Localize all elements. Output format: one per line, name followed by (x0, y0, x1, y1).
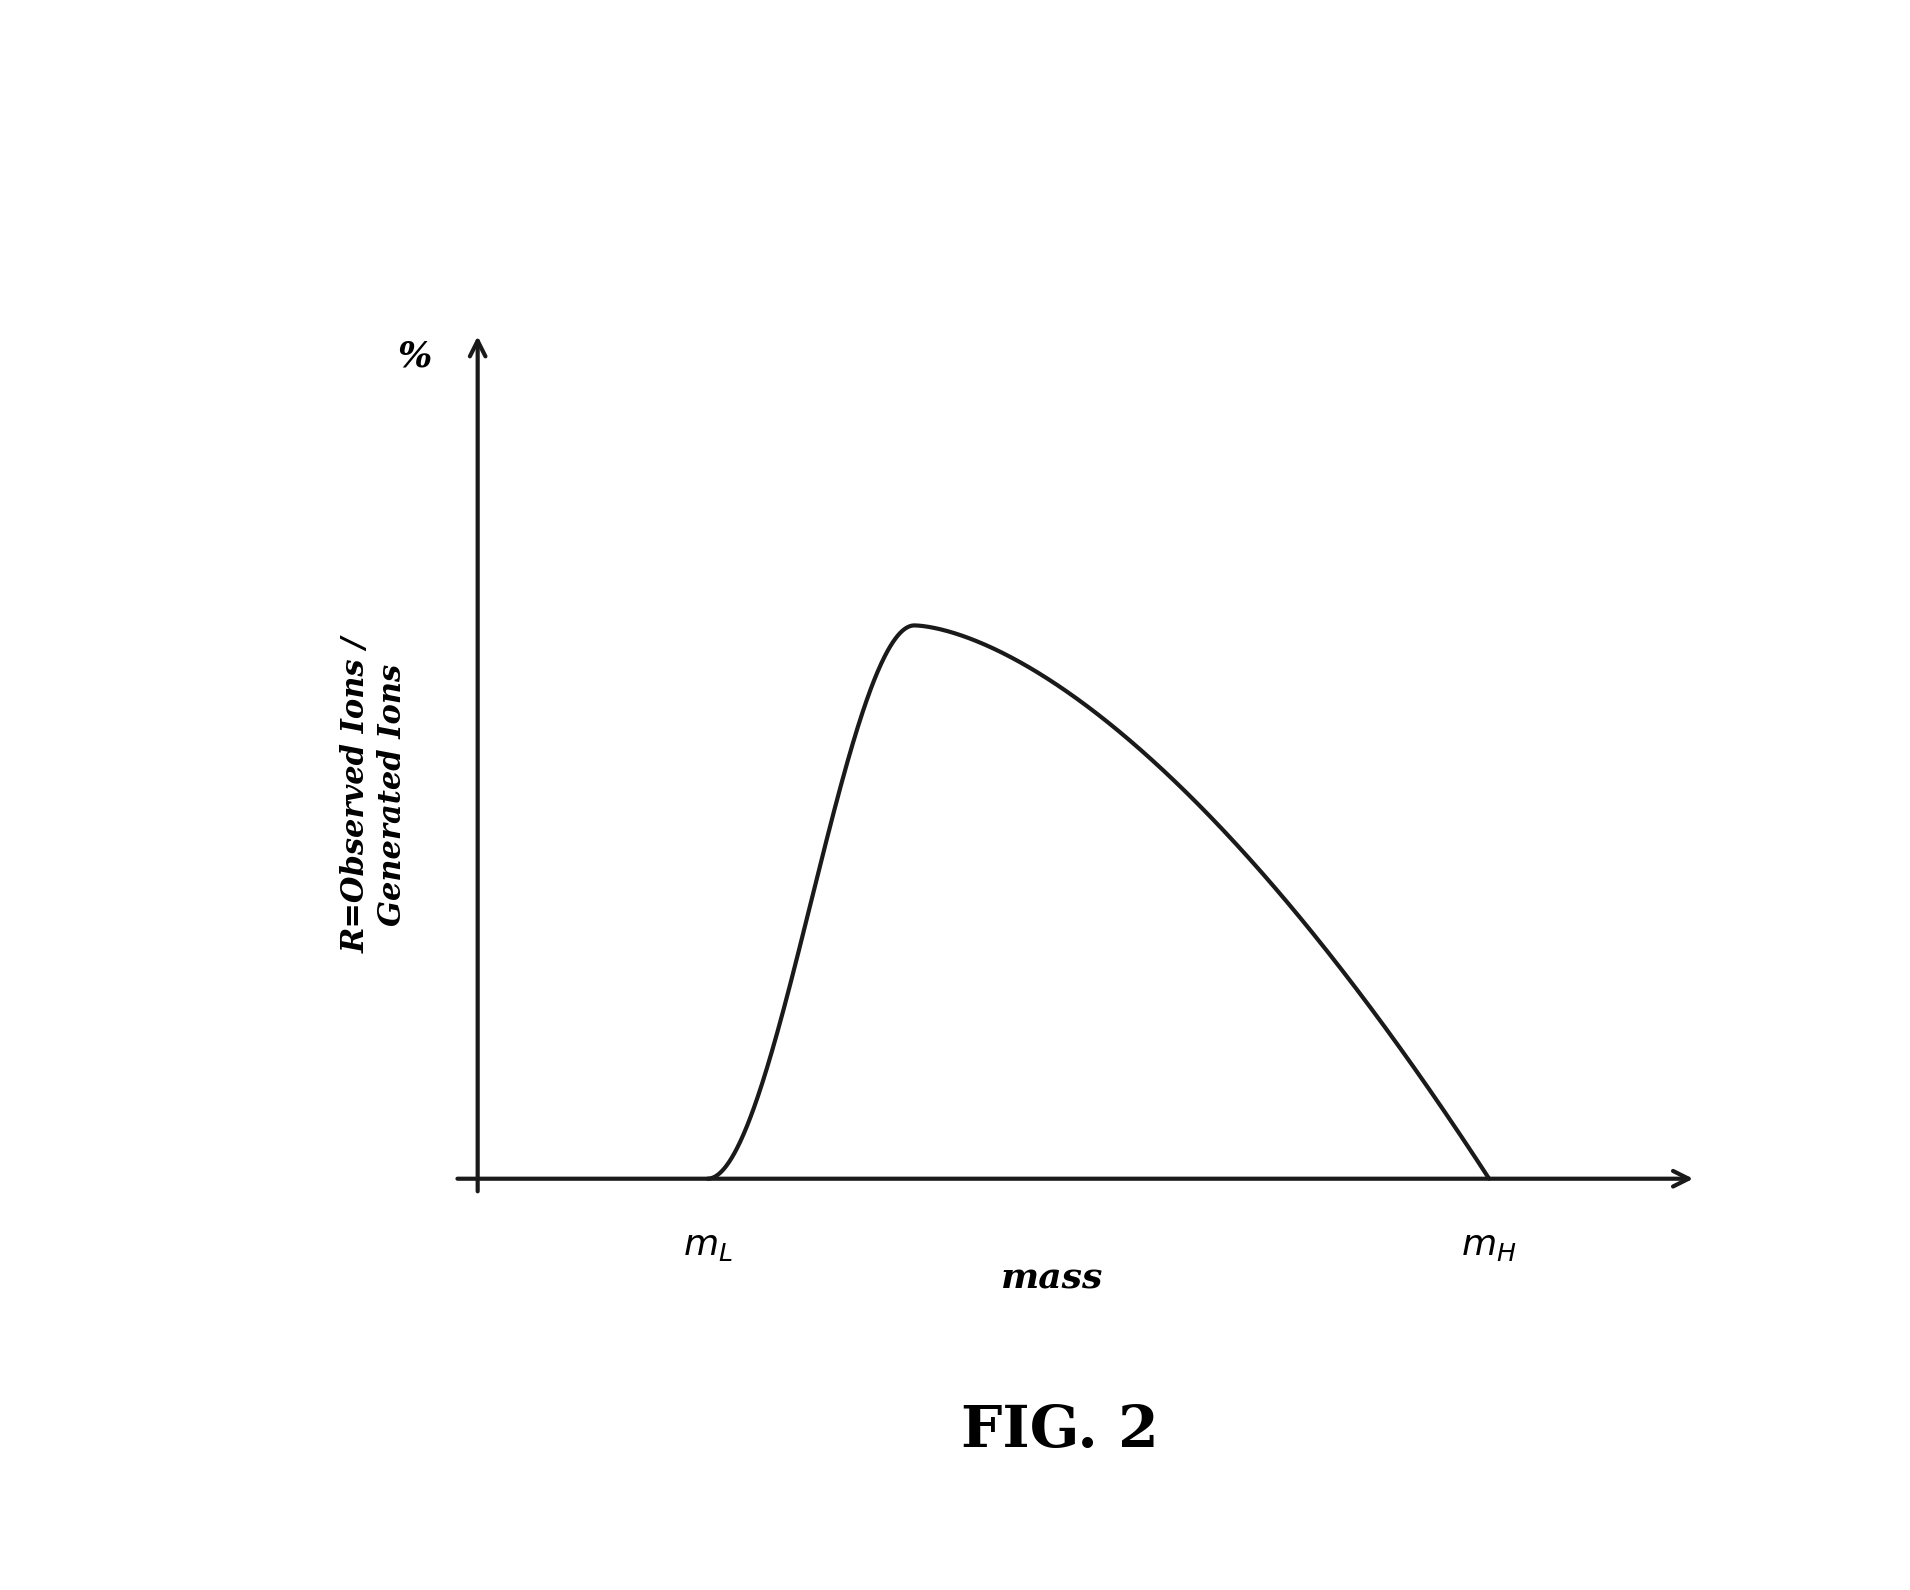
Text: %: % (397, 339, 432, 374)
Text: $m_L$: $m_L$ (682, 1229, 732, 1262)
Text: $m_H$: $m_H$ (1461, 1229, 1517, 1262)
Text: mass: mass (1001, 1261, 1104, 1296)
Text: FIG. 2: FIG. 2 (961, 1402, 1159, 1460)
Text: R=Observed Ions /
Generated Ions: R=Observed Ions / Generated Ions (340, 636, 407, 952)
